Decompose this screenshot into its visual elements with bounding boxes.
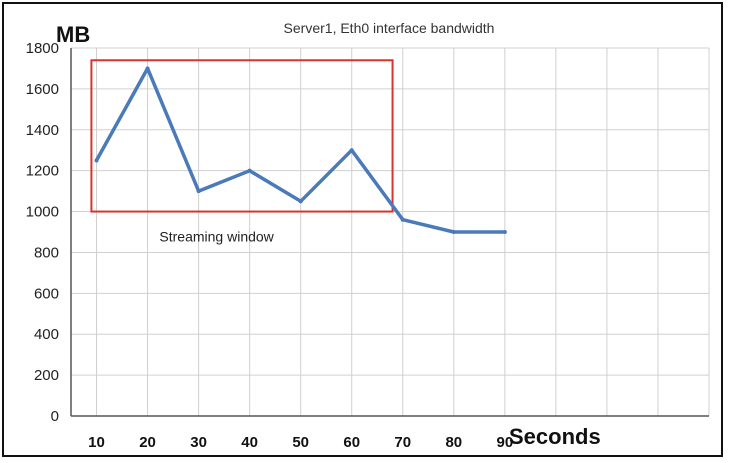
x-tick-label: 10: [88, 434, 105, 451]
y-ticks: 0 200 400 600 800 1000 1200 1400 1600 1800: [26, 40, 59, 425]
data-point: [145, 66, 150, 71]
data-point: [502, 230, 507, 234]
data-points: [94, 66, 507, 234]
y-tick-label: 600: [34, 285, 59, 302]
y-tick-label: 1400: [26, 122, 59, 139]
data-point: [247, 168, 252, 173]
chart-frame: 0 200 400 600 800 1000 1200 1400 1600 1800 10 20 30…: [2, 2, 723, 457]
y-tick-label: 1800: [26, 40, 59, 57]
streaming-window-label: Streaming window: [159, 229, 274, 245]
streaming-window-box: [90, 59, 394, 213]
x-tick-label: 80: [445, 434, 462, 451]
data-point: [451, 230, 456, 234]
x-tick-label: 50: [292, 434, 309, 451]
axes: [70, 48, 709, 417]
y-tick-label: 1600: [26, 81, 59, 98]
x-tick-label: 90: [496, 434, 513, 451]
x-tick-label: 20: [139, 434, 156, 451]
y-tick-label: 1000: [26, 204, 59, 221]
data-point: [400, 217, 405, 222]
y-axis-label: MB: [56, 22, 90, 47]
x-tick-label: 40: [241, 434, 258, 451]
y-tick-label: 800: [34, 244, 59, 261]
y-tick-label: 0: [51, 408, 59, 425]
x-tick-label: 30: [190, 434, 207, 451]
x-tick-label: 70: [394, 434, 411, 451]
y-tick-label: 400: [34, 326, 59, 343]
data-point: [94, 158, 99, 163]
x-axis-label: Seconds: [509, 424, 601, 449]
data-point: [196, 189, 201, 194]
data-point: [298, 199, 303, 204]
x-tick-label: 60: [343, 434, 360, 451]
chart-title: Server1, Eth0 interface bandwidth: [284, 20, 495, 36]
y-tick-label: 200: [34, 367, 59, 384]
data-point: [349, 148, 354, 153]
bandwidth-chart: 0 200 400 600 800 1000 1200 1400 1600 1800 10 20 30…: [26, 20, 710, 451]
x-ticks: 10 20 30 40 50 60 70 80 90: [88, 434, 513, 451]
y-tick-label: 1200: [26, 163, 59, 180]
